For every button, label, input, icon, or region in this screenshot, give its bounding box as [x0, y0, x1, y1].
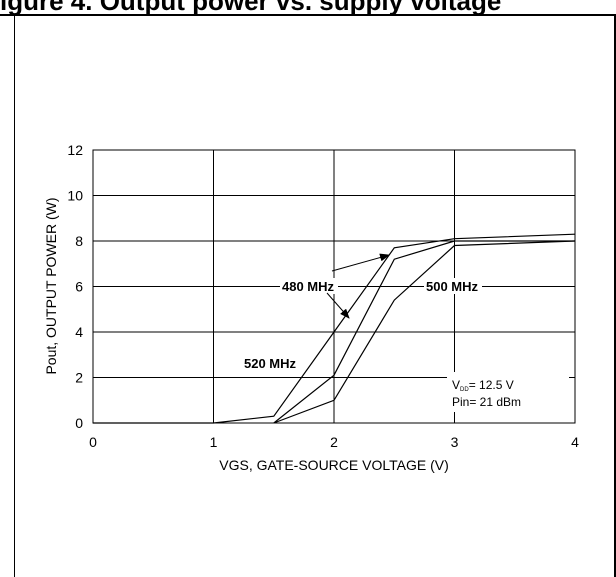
y-tick-label-12: 12 [67, 142, 83, 158]
y-tick-label-4: 4 [75, 324, 83, 340]
x-tick-label-1: 1 [210, 434, 218, 450]
series-lines [93, 233, 576, 424]
figure-header: igure 4. Output power vs. supply voltage [0, 0, 502, 16]
y-tick-label-2: 2 [75, 370, 83, 386]
y-tick-label-0: 0 [75, 415, 83, 431]
x-axis-label: VGS, GATE-SOURCE VOLTAGE (V) [219, 457, 448, 473]
y-tick-label-6: 6 [75, 279, 83, 295]
condition-pin: Pin= 21 dBm [452, 395, 521, 409]
arrow-480-mhz [331, 253, 390, 272]
condition-vdd: VDD= 12.5 V [452, 378, 514, 393]
y-axis-label: Pout, OUTPUT POWER (W) [43, 197, 59, 374]
series-line-500-mhz [273, 240, 575, 424]
label-500-bg [424, 278, 482, 294]
x-tick-label-2: 2 [330, 434, 338, 450]
y-tick-label-8: 8 [75, 233, 83, 249]
frame-left-border [14, 14, 15, 577]
condition-vdd-symbol: V [452, 378, 460, 392]
conditions-box [447, 372, 569, 412]
arrow-500-mhz [326, 292, 350, 319]
label-480-bg [280, 278, 338, 294]
x-tick-label-3: 3 [451, 434, 459, 450]
plot-area-border [92, 149, 576, 424]
label-480-mhz: 480 MHz [282, 279, 335, 294]
frame-top-border [0, 14, 616, 16]
series-line-520-mhz [93, 233, 576, 424]
x-tick-label-0: 0 [89, 434, 97, 450]
label-500-mhz: 500 MHz [426, 279, 479, 294]
condition-vdd-subscript: DD [460, 387, 469, 393]
frame-right-border [614, 14, 616, 577]
y-tick-label-10: 10 [67, 188, 83, 204]
condition-vdd-value: = 12.5 V [469, 378, 514, 392]
series-line-480-mhz [273, 240, 576, 424]
label-520-mhz: 520 MHz [244, 356, 297, 371]
x-tick-label-4: 4 [571, 434, 579, 450]
